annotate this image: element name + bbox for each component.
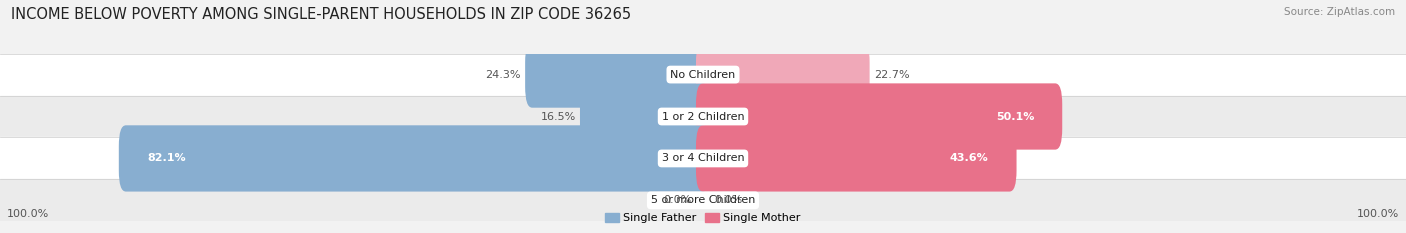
Text: 5 or more Children: 5 or more Children <box>651 195 755 205</box>
Text: No Children: No Children <box>671 70 735 79</box>
FancyBboxPatch shape <box>696 83 1063 150</box>
FancyBboxPatch shape <box>526 41 710 108</box>
Text: 100.0%: 100.0% <box>7 209 49 219</box>
Bar <box>0 96 1406 137</box>
Text: 0.0%: 0.0% <box>714 195 742 205</box>
FancyBboxPatch shape <box>696 41 869 108</box>
FancyBboxPatch shape <box>581 83 710 150</box>
Text: 3 or 4 Children: 3 or 4 Children <box>662 154 744 163</box>
Text: 0.0%: 0.0% <box>664 195 692 205</box>
Text: 100.0%: 100.0% <box>1357 209 1399 219</box>
Text: 16.5%: 16.5% <box>540 112 576 121</box>
Text: 43.6%: 43.6% <box>949 154 988 163</box>
Text: 50.1%: 50.1% <box>995 112 1035 121</box>
Text: 22.7%: 22.7% <box>875 70 910 79</box>
Text: INCOME BELOW POVERTY AMONG SINGLE-PARENT HOUSEHOLDS IN ZIP CODE 36265: INCOME BELOW POVERTY AMONG SINGLE-PARENT… <box>11 7 631 22</box>
FancyBboxPatch shape <box>696 125 1017 192</box>
Text: Source: ZipAtlas.com: Source: ZipAtlas.com <box>1284 7 1395 17</box>
Text: 1 or 2 Children: 1 or 2 Children <box>662 112 744 121</box>
Text: 24.3%: 24.3% <box>485 70 522 79</box>
Legend: Single Father, Single Mother: Single Father, Single Mother <box>600 208 806 227</box>
Bar <box>0 137 1406 179</box>
Text: 82.1%: 82.1% <box>148 154 186 163</box>
Bar <box>0 54 1406 96</box>
FancyBboxPatch shape <box>120 125 710 192</box>
Bar <box>0 179 1406 221</box>
